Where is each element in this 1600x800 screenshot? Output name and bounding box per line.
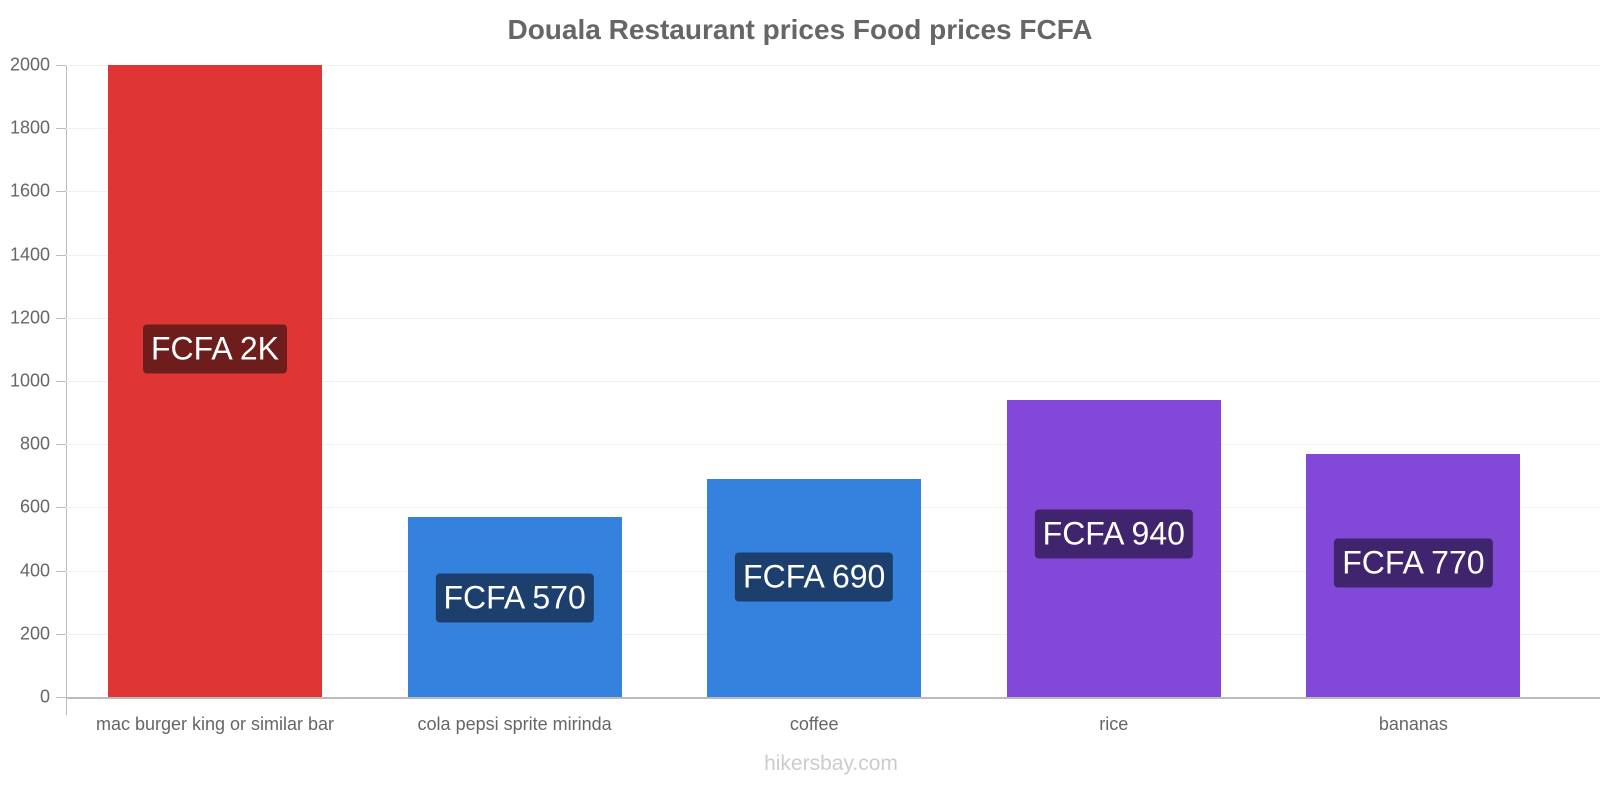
y-tick-label: 600 — [19, 496, 50, 517]
chart-title: Douala Restaurant prices Food prices FCF… — [507, 14, 1093, 45]
x-tick-label: coffee — [789, 714, 839, 734]
x-tick-label: mac burger king or similar bar — [95, 714, 335, 734]
y-tick-label: 200 — [19, 623, 50, 644]
bar-value-label: FCFA 770 — [1334, 538, 1493, 588]
bar[interactable]: FCFA 690 — [707, 478, 922, 697]
y-tick-label: 0 — [39, 686, 50, 707]
y-tick-mark — [56, 570, 66, 572]
bar-value-label: FCFA 690 — [735, 552, 894, 602]
y-tick-mark — [56, 381, 66, 382]
bar-value-label: FCFA 2K — [142, 324, 288, 374]
y-tick-mark — [56, 444, 66, 446]
gridline — [66, 65, 1600, 66]
bar-value-label: FCFA 570 — [435, 573, 594, 623]
y-tick-mark — [56, 633, 66, 635]
y-tick-label: 2000 — [9, 54, 50, 75]
y-tick-mark — [56, 697, 66, 698]
bar-value-label: FCFA 940 — [1034, 509, 1193, 559]
gridline — [66, 254, 1600, 256]
x-tick-label: cola pepsi sprite mirinda — [417, 714, 612, 734]
y-tick-label: 1800 — [9, 117, 50, 138]
bar[interactable]: FCFA 770 — [1306, 453, 1521, 697]
y-tick-mark — [56, 507, 66, 509]
x-axis-line — [66, 697, 1600, 699]
gridline — [66, 444, 1600, 446]
bar[interactable]: FCFA 2K — [108, 65, 322, 697]
gridline — [66, 317, 1600, 319]
y-tick-label: 400 — [19, 560, 50, 581]
y-tick-mark — [56, 317, 66, 319]
y-tick-label: 1400 — [9, 244, 50, 265]
x-tick-label: bananas — [1378, 714, 1448, 734]
y-tick-label: 1000 — [9, 370, 50, 391]
y-tick-mark — [56, 254, 66, 256]
y-tick-mark — [56, 128, 66, 130]
gridline — [66, 128, 1600, 130]
y-tick-mark — [56, 191, 66, 193]
y-tick-label: 800 — [19, 433, 50, 454]
y-tick-label: 1200 — [9, 307, 50, 328]
gridline — [66, 191, 1600, 193]
watermark: hikersbay.com — [764, 752, 898, 775]
y-tick-label: 1600 — [9, 180, 50, 201]
y-axis-line — [66, 65, 67, 715]
x-tick-label: rice — [1099, 714, 1129, 734]
bar[interactable]: FCFA 570 — [407, 516, 622, 697]
y-tick-mark — [56, 65, 66, 66]
gridline — [66, 381, 1600, 382]
bar[interactable]: FCFA 940 — [1006, 399, 1221, 697]
